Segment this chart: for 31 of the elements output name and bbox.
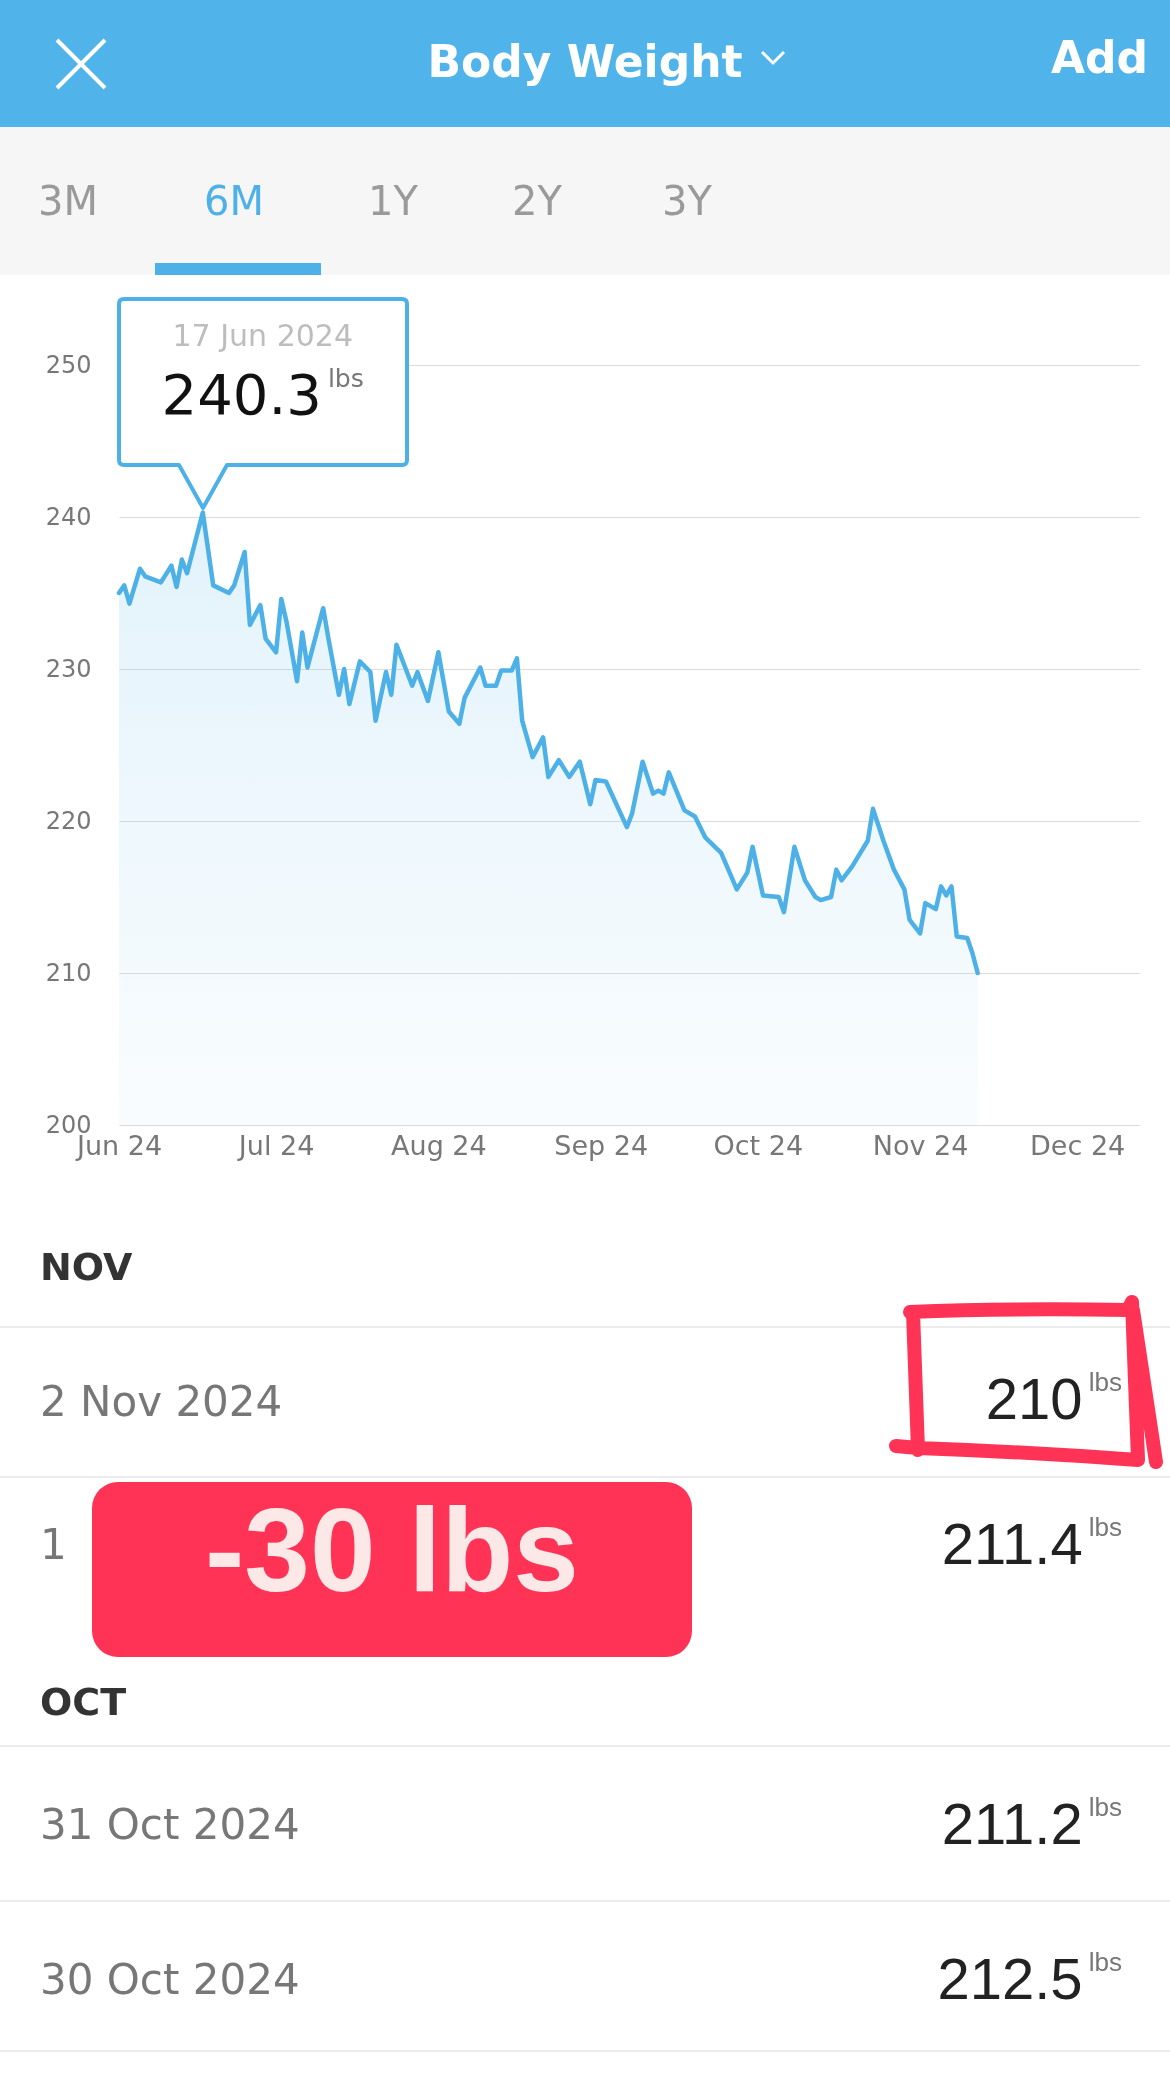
text: 17 Jun 2024 [171, 318, 354, 354]
x-tick-label: Nov 24 [872, 1129, 969, 1161]
y-tick-label: 240 [45, 502, 92, 531]
text: 2Y [512, 178, 562, 224]
text: -30 lbs [92, 1482, 692, 1657]
text: 210$^{lbs}$ [985, 1365, 1122, 1432]
y-tick-label: 220 [45, 806, 92, 835]
annotation: 240.3$^{lbs}$ [160, 362, 365, 428]
x-tick-label: Aug 24 [391, 1129, 487, 1161]
text: 6M [204, 178, 264, 224]
x-tick-label: Oct 24 [713, 1129, 804, 1161]
text: 3M [38, 178, 98, 224]
text: OCT [40, 1680, 127, 1724]
text: 2 Nov 2024 [40, 1377, 283, 1426]
text: 30 Oct 2024 [40, 1955, 300, 2004]
y-tick-label: 210 [45, 958, 92, 987]
text: 212.5$^{lbs}$ [937, 1945, 1122, 2012]
text: 211.4$^{lbs}$ [941, 1510, 1122, 1577]
y-tick-label: 230 [45, 654, 92, 683]
text: 3Y [662, 178, 712, 224]
text: 31 Oct 2024 [40, 1800, 300, 1849]
text: 1 [40, 1520, 67, 1569]
y-tick-label: 250 [45, 350, 92, 379]
x-tick-label: Jul 24 [236, 1129, 315, 1161]
text: Add [1050, 32, 1148, 83]
text: NOV [40, 1245, 133, 1289]
chart-title: Body Weight [427, 36, 743, 87]
x-tick-label: Sep 24 [554, 1129, 649, 1161]
text: 211.2$^{lbs}$ [941, 1790, 1122, 1857]
text: 1Y [368, 178, 418, 224]
x-tick-label: Dec 24 [1030, 1129, 1126, 1161]
